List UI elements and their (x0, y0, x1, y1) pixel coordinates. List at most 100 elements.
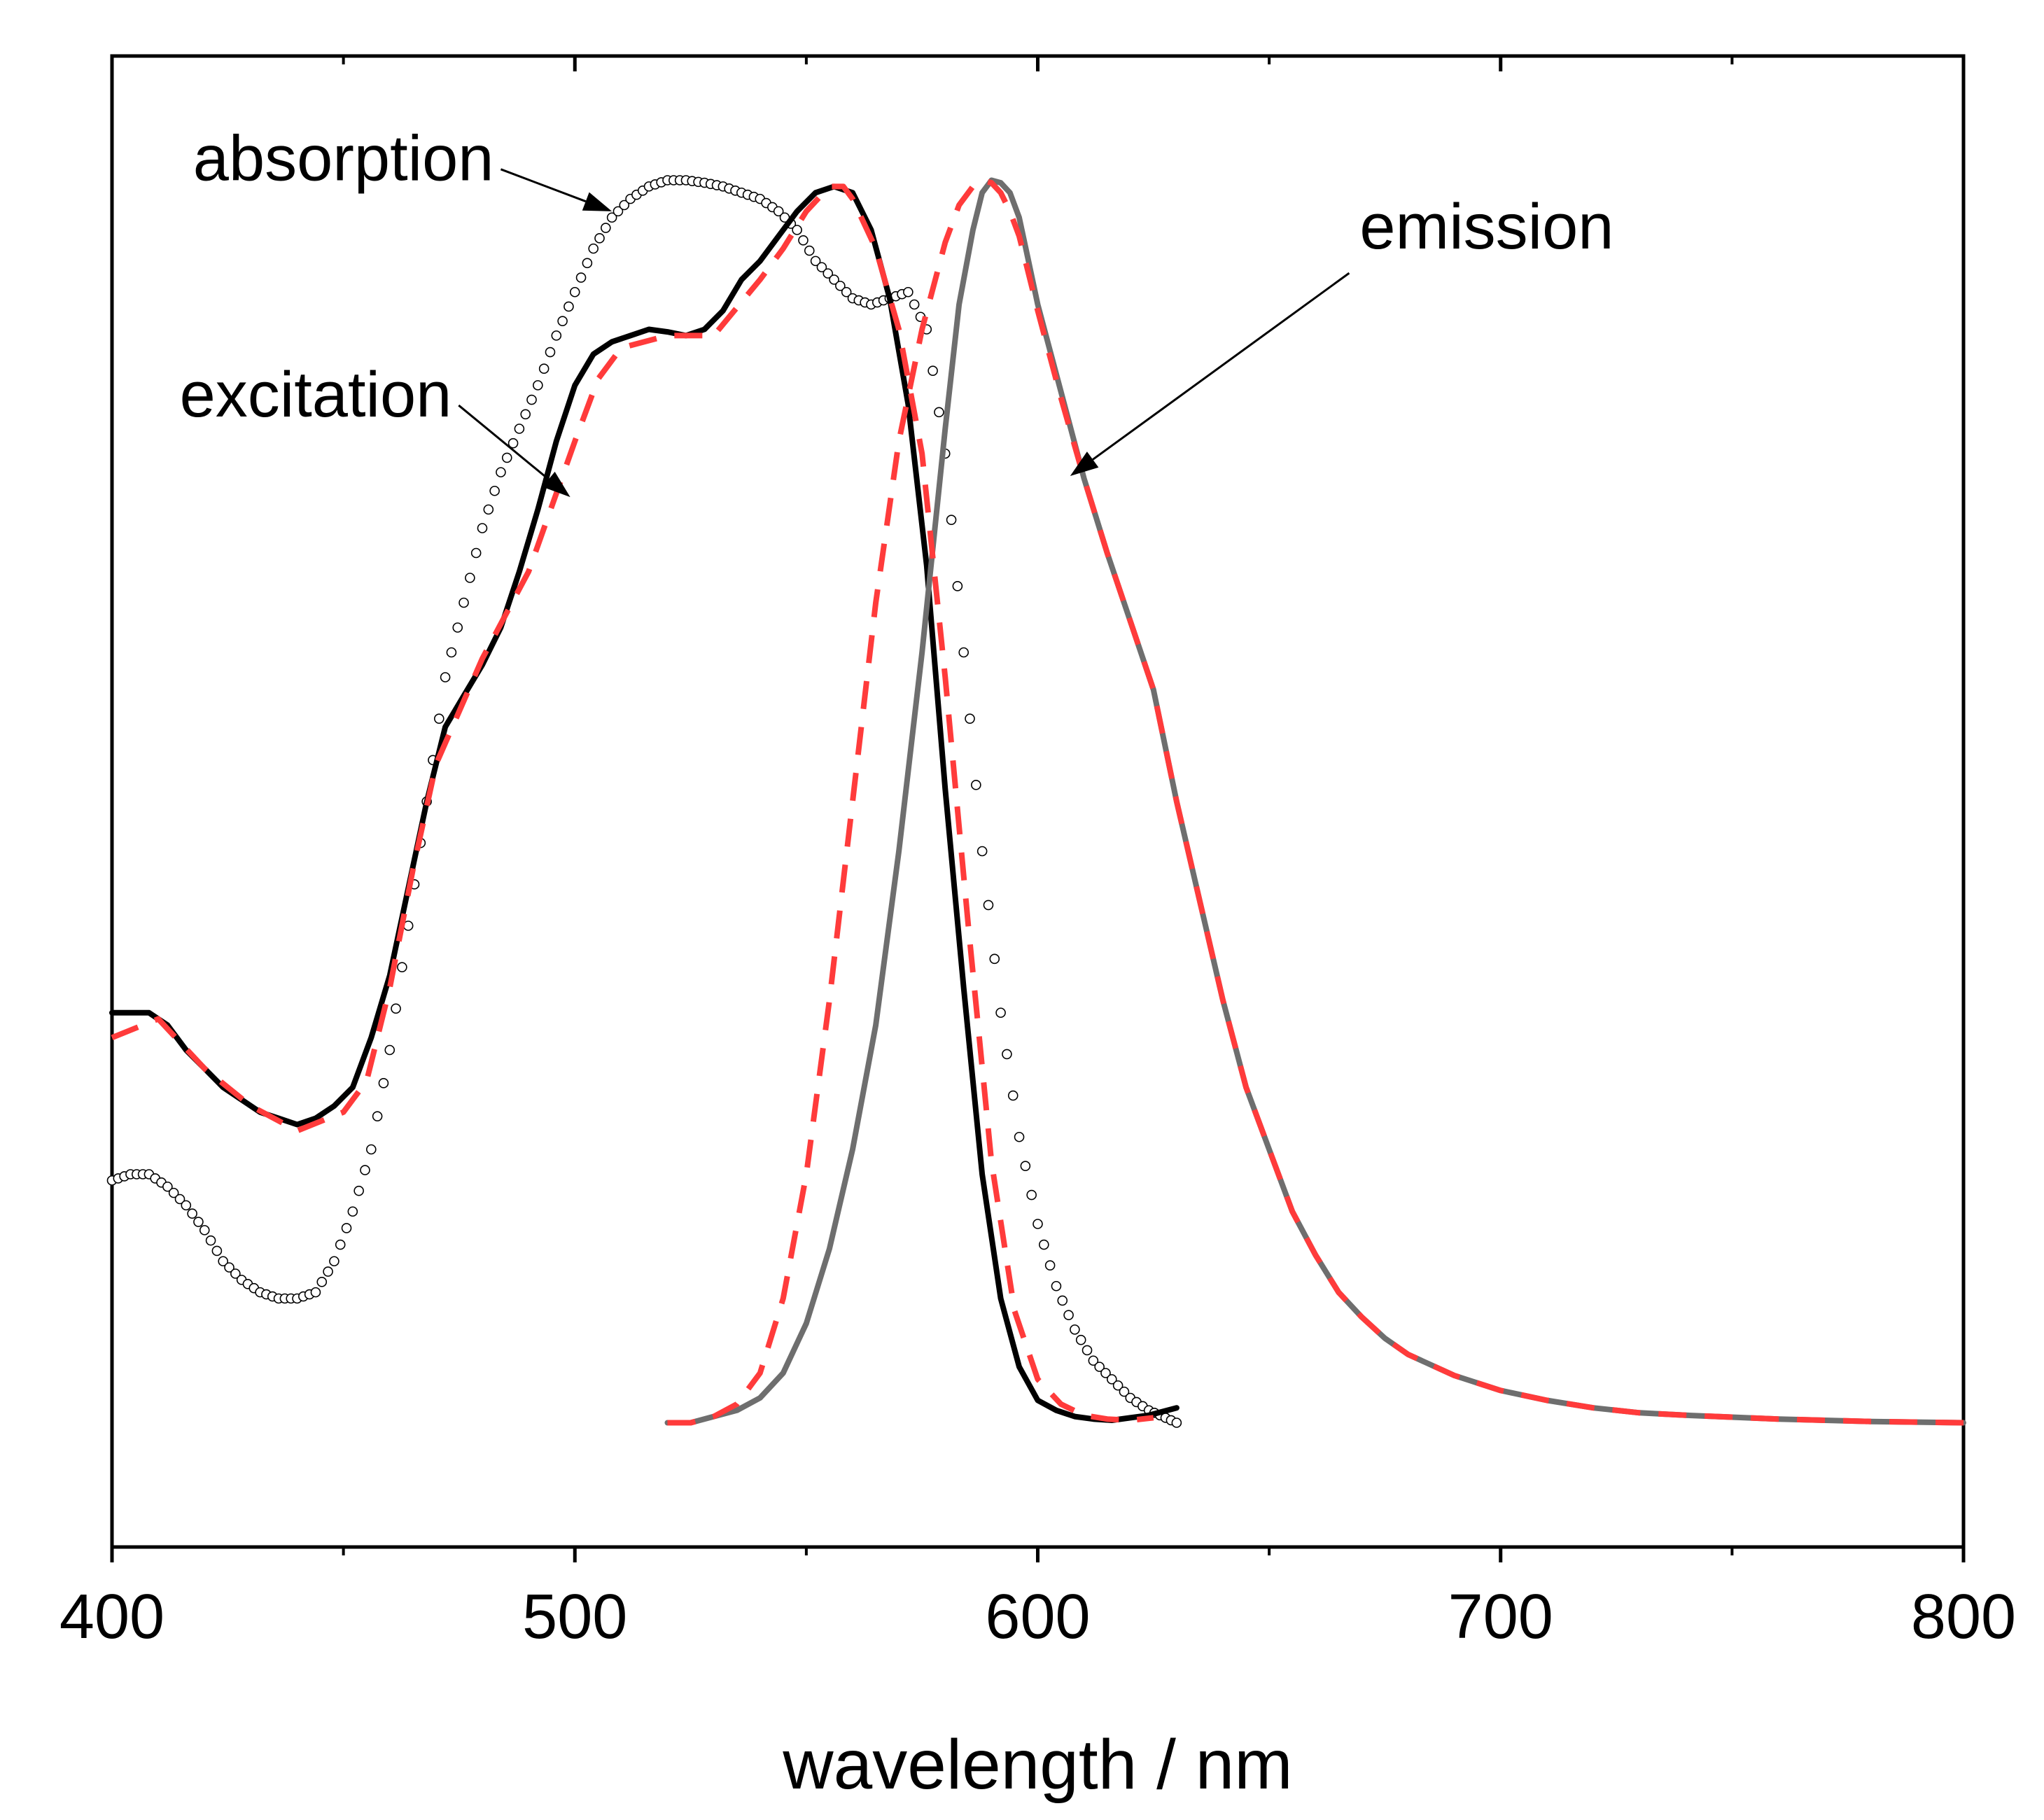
absorption-point (397, 962, 407, 972)
absorption-point (174, 1194, 186, 1205)
absorption-point (841, 286, 852, 298)
absorption-point (557, 316, 568, 326)
annotation-arrow-line (458, 404, 550, 480)
absorption-point (440, 672, 451, 682)
absorption-point (1063, 1310, 1074, 1320)
absorption-point (1070, 1324, 1080, 1335)
annotation-layer: absorption excitation emission (180, 123, 1614, 498)
absorption-point (323, 1266, 333, 1277)
x-axis-tick-labels: 400 500 600 700 800 (59, 1582, 2016, 1652)
absorption-point (989, 953, 1000, 965)
absorption-point (384, 1044, 396, 1056)
annotation-emission: emission (1359, 191, 1614, 262)
absorption-point (347, 1206, 358, 1217)
absorption-point (1112, 1380, 1124, 1391)
series-excitation-fit (111, 183, 1154, 1423)
absorption-point (958, 647, 969, 658)
absorption-point (545, 346, 556, 358)
absorption-point (1088, 1355, 1099, 1366)
absorption-point (526, 394, 537, 405)
absorption-point (1002, 1049, 1012, 1060)
absorption-point (1094, 1362, 1105, 1372)
absorption-point (816, 262, 827, 273)
absorption-point (934, 407, 944, 418)
absorption-point (551, 330, 562, 341)
absorption-point (211, 1245, 223, 1256)
absorption-point (1057, 1295, 1068, 1306)
annotation-excitation: excitation (180, 359, 452, 430)
absorption-point (1082, 1345, 1093, 1356)
absorption-point (501, 452, 512, 463)
absorption-point (575, 272, 587, 283)
excitation-line (109, 183, 1180, 1423)
absorption-point (612, 206, 624, 217)
annotation-arrow-head (582, 192, 612, 211)
absorption-point (335, 1239, 346, 1250)
absorption-point (360, 1165, 370, 1175)
absorption-point (507, 438, 519, 449)
absorption-point (569, 286, 580, 298)
absorption-point (310, 1287, 321, 1298)
absorption-point (378, 1078, 389, 1088)
absorption-point (496, 467, 506, 477)
absorption-point (1020, 1161, 1031, 1171)
absorption-point (1039, 1239, 1049, 1250)
absorption-point (230, 1268, 241, 1279)
absorption-point (533, 380, 543, 391)
x-tick-label: 700 (1448, 1582, 1553, 1652)
x-tick-label: 500 (522, 1582, 627, 1652)
series-absorption (106, 175, 1182, 1428)
absorption-point (205, 1235, 216, 1246)
series-excitation (109, 183, 1180, 1423)
absorption-point (952, 581, 963, 592)
absorption-point (588, 243, 599, 254)
absorption-point (909, 299, 920, 310)
absorption-point (1007, 1090, 1018, 1101)
absorption-point (458, 597, 469, 608)
absorption-point (168, 1187, 179, 1198)
x-axis-title: wavelength / nm (782, 1726, 1292, 1804)
absorption-point (619, 200, 630, 211)
x-tick-label: 600 (985, 1582, 1090, 1652)
absorption-point (995, 1007, 1006, 1018)
absorption-point (483, 504, 494, 515)
absorption-point (1032, 1219, 1043, 1229)
absorption-point (1171, 1418, 1182, 1428)
absorption-point (601, 223, 611, 233)
absorption-point (594, 233, 605, 244)
emission-line (664, 177, 1966, 1426)
annotation-arrow-line (500, 168, 587, 203)
absorption-point (465, 573, 475, 583)
x-tick-label: 800 (1911, 1582, 2016, 1652)
absorption-point (971, 780, 981, 790)
absorption-point (433, 713, 444, 724)
absorption-point (927, 365, 938, 376)
absorption-point (773, 206, 784, 217)
absorption-point (976, 846, 988, 857)
annotation-arrow-head (542, 471, 570, 498)
absorption-point (538, 363, 550, 374)
absorption-point (798, 234, 808, 246)
absorption-point (983, 899, 994, 911)
absorption-point (564, 301, 574, 312)
absorption-point (162, 1181, 173, 1192)
absorption-point (810, 255, 821, 267)
series-layer (106, 175, 1966, 1428)
absorption-point (199, 1225, 210, 1236)
x-tick-label: 400 (59, 1582, 164, 1652)
absorption-point (1051, 1280, 1062, 1292)
absorption-point (224, 1262, 234, 1273)
annotation-arrow-line (1092, 272, 1350, 461)
absorption-point (520, 409, 531, 420)
absorption-point (329, 1256, 340, 1267)
absorption-point (470, 547, 482, 559)
absorption-point (965, 713, 975, 724)
absorption-point (477, 523, 488, 533)
absorption-point (1075, 1334, 1086, 1345)
absorption-point (218, 1256, 229, 1267)
absorption-point (514, 424, 525, 434)
absorption-point (187, 1208, 197, 1219)
absorption-point (1119, 1386, 1130, 1397)
absorption-point (804, 245, 815, 256)
